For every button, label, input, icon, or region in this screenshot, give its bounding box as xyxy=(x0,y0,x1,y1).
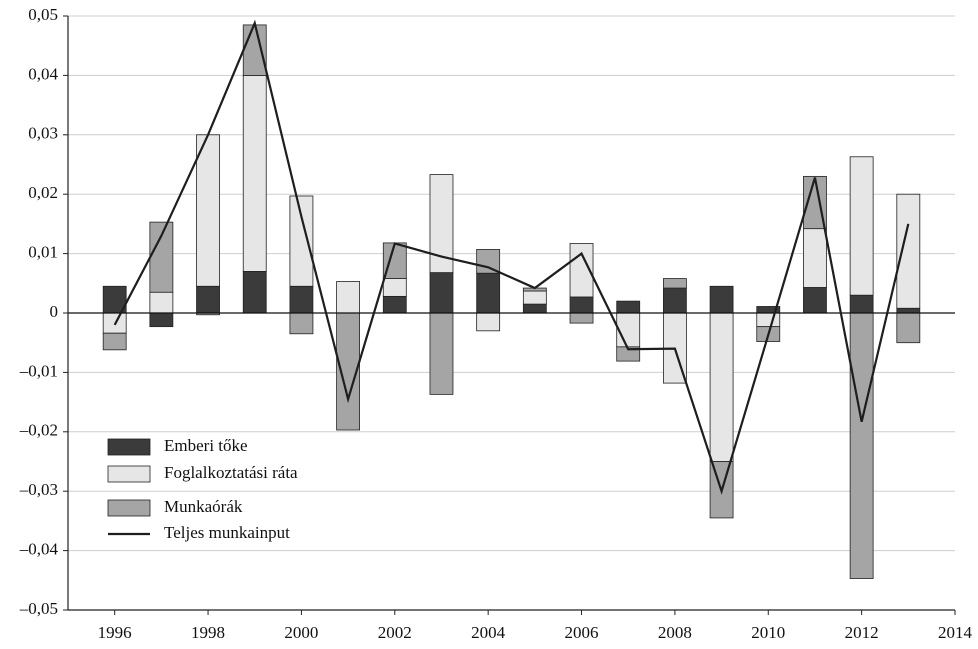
bar-segment xyxy=(849,312,874,579)
bar-segment xyxy=(756,312,781,328)
y-tick-label: 0,02 xyxy=(28,183,58,202)
x-tick-label: 2000 xyxy=(284,623,318,642)
bar-segment xyxy=(522,303,547,314)
bar-segment xyxy=(616,300,641,314)
bar-segment xyxy=(476,249,501,274)
y-tick-label: 0,05 xyxy=(28,5,58,24)
bar-segment xyxy=(242,75,267,272)
y-tick-label: –0,03 xyxy=(19,480,58,499)
bar-segment xyxy=(429,312,454,395)
bar-segment xyxy=(289,285,314,314)
y-tick-label: –0,04 xyxy=(19,540,59,559)
y-tick-label: 0,03 xyxy=(28,124,58,143)
x-tick-label: 2012 xyxy=(845,623,879,642)
legend-label: Emberi tőke xyxy=(164,436,248,455)
bar-segment xyxy=(662,287,687,314)
bar-segment xyxy=(896,307,921,314)
bar-segment xyxy=(149,291,174,314)
bar-segment xyxy=(476,312,501,332)
y-tick-label: –0,01 xyxy=(19,361,58,380)
bar-segment xyxy=(849,156,874,296)
series-line xyxy=(113,19,910,495)
bar-segment xyxy=(149,221,174,293)
legend-label: Munkaórák xyxy=(164,497,243,516)
legend-label: Foglalkoztatási ráta xyxy=(164,463,298,482)
bar-segment xyxy=(289,312,314,335)
bar-segment xyxy=(196,285,220,314)
bar-segment xyxy=(476,272,501,314)
legend-swatch xyxy=(107,438,151,456)
bar-segment xyxy=(662,278,687,289)
bar-segment xyxy=(382,295,407,314)
bar-segment xyxy=(803,287,827,314)
x-tick-label: 2006 xyxy=(565,623,599,642)
bar-segment xyxy=(803,228,827,288)
y-tick-label: –0,02 xyxy=(19,421,58,440)
y-tick-label: –0,05 xyxy=(19,599,58,618)
x-tick-label: 2010 xyxy=(751,623,785,642)
bar-segment xyxy=(896,193,921,309)
x-tick-label: 1996 xyxy=(98,623,132,642)
x-tick-label: 2014 xyxy=(938,623,973,642)
bar-segment xyxy=(429,272,454,314)
x-tick-label: 2008 xyxy=(658,623,692,642)
bar-segment xyxy=(709,312,734,462)
bar-segment xyxy=(336,281,361,314)
bar-segment xyxy=(289,195,314,287)
bar-segment xyxy=(616,312,641,348)
bar-segment xyxy=(149,312,174,328)
bar-segment xyxy=(102,332,127,351)
bar-segment xyxy=(242,24,267,76)
y-tick-label: 0,04 xyxy=(28,64,58,83)
bar-segment xyxy=(896,312,921,344)
bar-segment xyxy=(569,296,594,314)
x-tick-label: 2002 xyxy=(378,623,412,642)
x-tick-label: 2004 xyxy=(471,623,506,642)
y-tick-label: 0,01 xyxy=(28,243,58,262)
bar-segment xyxy=(242,271,267,314)
bar-segment xyxy=(709,285,734,314)
legend-swatch xyxy=(107,499,151,517)
bar-segment xyxy=(803,175,827,230)
bar-segment xyxy=(522,290,547,305)
y-tick-label: 0 xyxy=(50,302,59,321)
legend-swatch xyxy=(107,465,151,483)
x-tick-label: 1998 xyxy=(191,623,225,642)
bar-segment xyxy=(849,294,874,314)
bar-segment xyxy=(382,278,407,297)
bar-segment xyxy=(429,174,454,274)
bar-segment xyxy=(569,312,594,324)
bar-segment xyxy=(196,134,220,287)
legend-label: Teljes munkainput xyxy=(164,523,290,542)
